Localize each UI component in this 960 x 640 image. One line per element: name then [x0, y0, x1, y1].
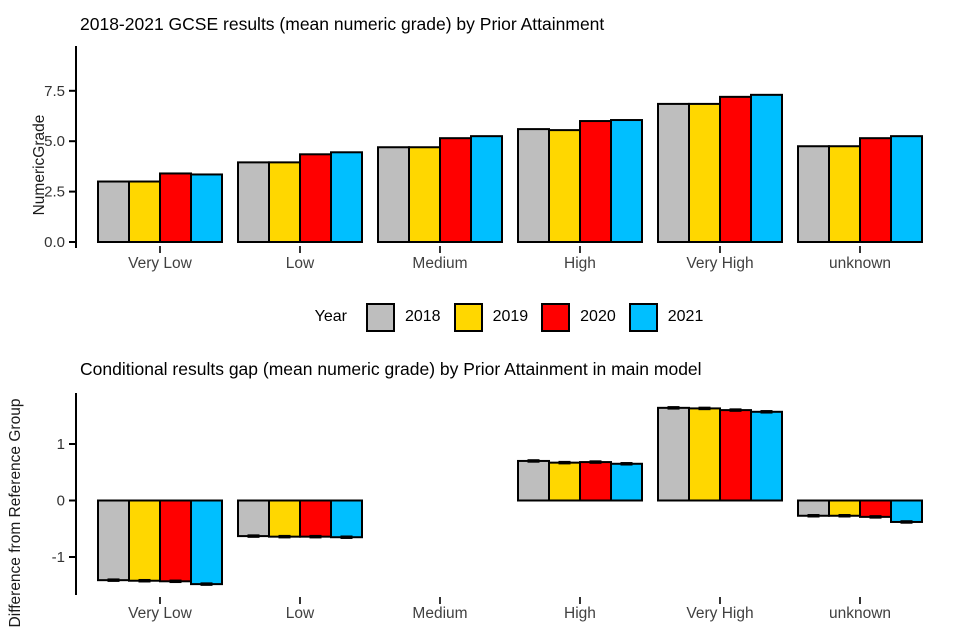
- bar-2020-very-high: [719, 95, 752, 243]
- bar-2018-very-high: [657, 406, 690, 502]
- y-tick-label: -1: [52, 549, 65, 566]
- bar-2019-low: [268, 161, 301, 243]
- legend-swatch-2021-icon: [628, 302, 658, 332]
- bar-2020-very-high: [719, 409, 752, 502]
- bar-2019-unknown: [828, 499, 861, 517]
- y-tick-label: 0: [57, 493, 65, 510]
- y-tick-label: 5.0: [44, 133, 65, 150]
- bar-2020-high: [579, 461, 612, 502]
- y-tick-label: 7.5: [44, 83, 65, 100]
- x-category-label: Very Low: [128, 255, 193, 272]
- bar-2018-low: [237, 499, 270, 538]
- legend-label-2018: 2018: [404, 308, 441, 325]
- bar-2019-very-high: [688, 102, 721, 243]
- bar-2018-very-high: [657, 102, 690, 243]
- legend-label-2019: 2019: [492, 308, 529, 325]
- chart-title: 2018-2021 GCSE results (mean numeric gra…: [80, 14, 604, 34]
- bar-2018-unknown: [797, 499, 830, 517]
- bar-2020-very-low: [159, 499, 192, 583]
- y-tick-label: 2.5: [44, 184, 65, 201]
- bar-2021-high: [610, 119, 643, 243]
- bar-2019-high: [548, 129, 581, 243]
- y-tick-label: 1: [57, 436, 65, 453]
- legend-label-2021: 2021: [667, 308, 704, 325]
- bar-2018-unknown: [797, 145, 830, 244]
- x-category-label: High: [564, 255, 596, 272]
- bar-2019-very-low: [128, 180, 161, 244]
- bar-2020-low: [299, 153, 332, 243]
- bar-2019-very-high: [688, 407, 721, 502]
- bar-2021-very-low: [190, 173, 223, 244]
- bar-2021-very-high: [750, 93, 783, 243]
- bar-2021-unknown: [890, 135, 923, 243]
- bar-2021-high: [610, 462, 643, 502]
- x-category-label: Medium: [412, 255, 467, 272]
- bar-2020-very-low: [159, 172, 192, 243]
- bar-2018-high: [517, 459, 550, 502]
- bar-2020-unknown: [859, 137, 892, 243]
- x-category-label: unknown: [829, 255, 891, 272]
- legend-item-2018: 2018: [365, 302, 441, 332]
- bar-2018-very-low: [97, 499, 130, 582]
- legend-item-2021: 2021: [628, 302, 704, 332]
- bar-2020-medium: [439, 137, 472, 243]
- bar-2018-low: [237, 161, 270, 243]
- legend-title: Year: [314, 308, 347, 325]
- x-category-label: Very High: [686, 605, 753, 622]
- x-category-label: unknown: [829, 605, 891, 622]
- legend-swatch-2018-icon: [365, 302, 395, 332]
- bar-2018-medium: [377, 146, 410, 243]
- y-tick-label: 0.0: [44, 234, 65, 251]
- x-category-label: Low: [286, 255, 315, 272]
- year-legend: Year 2018 2019 2020 2021: [0, 301, 960, 333]
- results-gap-chart: Conditional results gap (mean numeric gr…: [7, 359, 923, 628]
- legend-item-2019: 2019: [453, 302, 529, 332]
- bar-2019-very-low: [128, 499, 161, 582]
- bar-2021-low: [330, 151, 363, 243]
- bar-2020-unknown: [859, 499, 892, 518]
- legend-label-2020: 2020: [580, 308, 616, 325]
- x-category-label: Very High: [686, 255, 753, 272]
- bar-2018-high: [517, 128, 550, 243]
- x-category-label: Medium: [412, 605, 467, 622]
- x-category-label: High: [564, 605, 596, 622]
- legend-swatch-2019-icon: [453, 302, 483, 332]
- bar-2021-medium: [470, 135, 503, 243]
- legend-item-2020: 2020: [541, 302, 616, 332]
- y-axis-label: NumericGrade: [31, 115, 48, 216]
- y-axis-label: Difference from Reference Group: [7, 399, 24, 628]
- x-category-label: Very Low: [128, 605, 193, 622]
- bar-2019-medium: [408, 146, 441, 243]
- chart-title: Conditional results gap (mean numeric gr…: [80, 359, 702, 379]
- bar-2021-very-high: [750, 410, 783, 502]
- bar-2021-low: [330, 499, 363, 539]
- bar-2020-high: [579, 120, 612, 243]
- legend-swatch-2020-icon: [541, 302, 571, 332]
- bar-2019-high: [548, 461, 581, 502]
- bar-2021-unknown: [890, 499, 923, 523]
- bar-2019-unknown: [828, 145, 861, 244]
- x-category-label: Low: [286, 605, 315, 622]
- gcse-results-chart: 2018-2021 GCSE results (mean numeric gra…: [31, 14, 923, 272]
- bar-2018-very-low: [97, 180, 130, 244]
- bar-2021-very-low: [190, 499, 223, 586]
- bar-2020-low: [299, 499, 332, 538]
- bar-2019-low: [268, 499, 301, 538]
